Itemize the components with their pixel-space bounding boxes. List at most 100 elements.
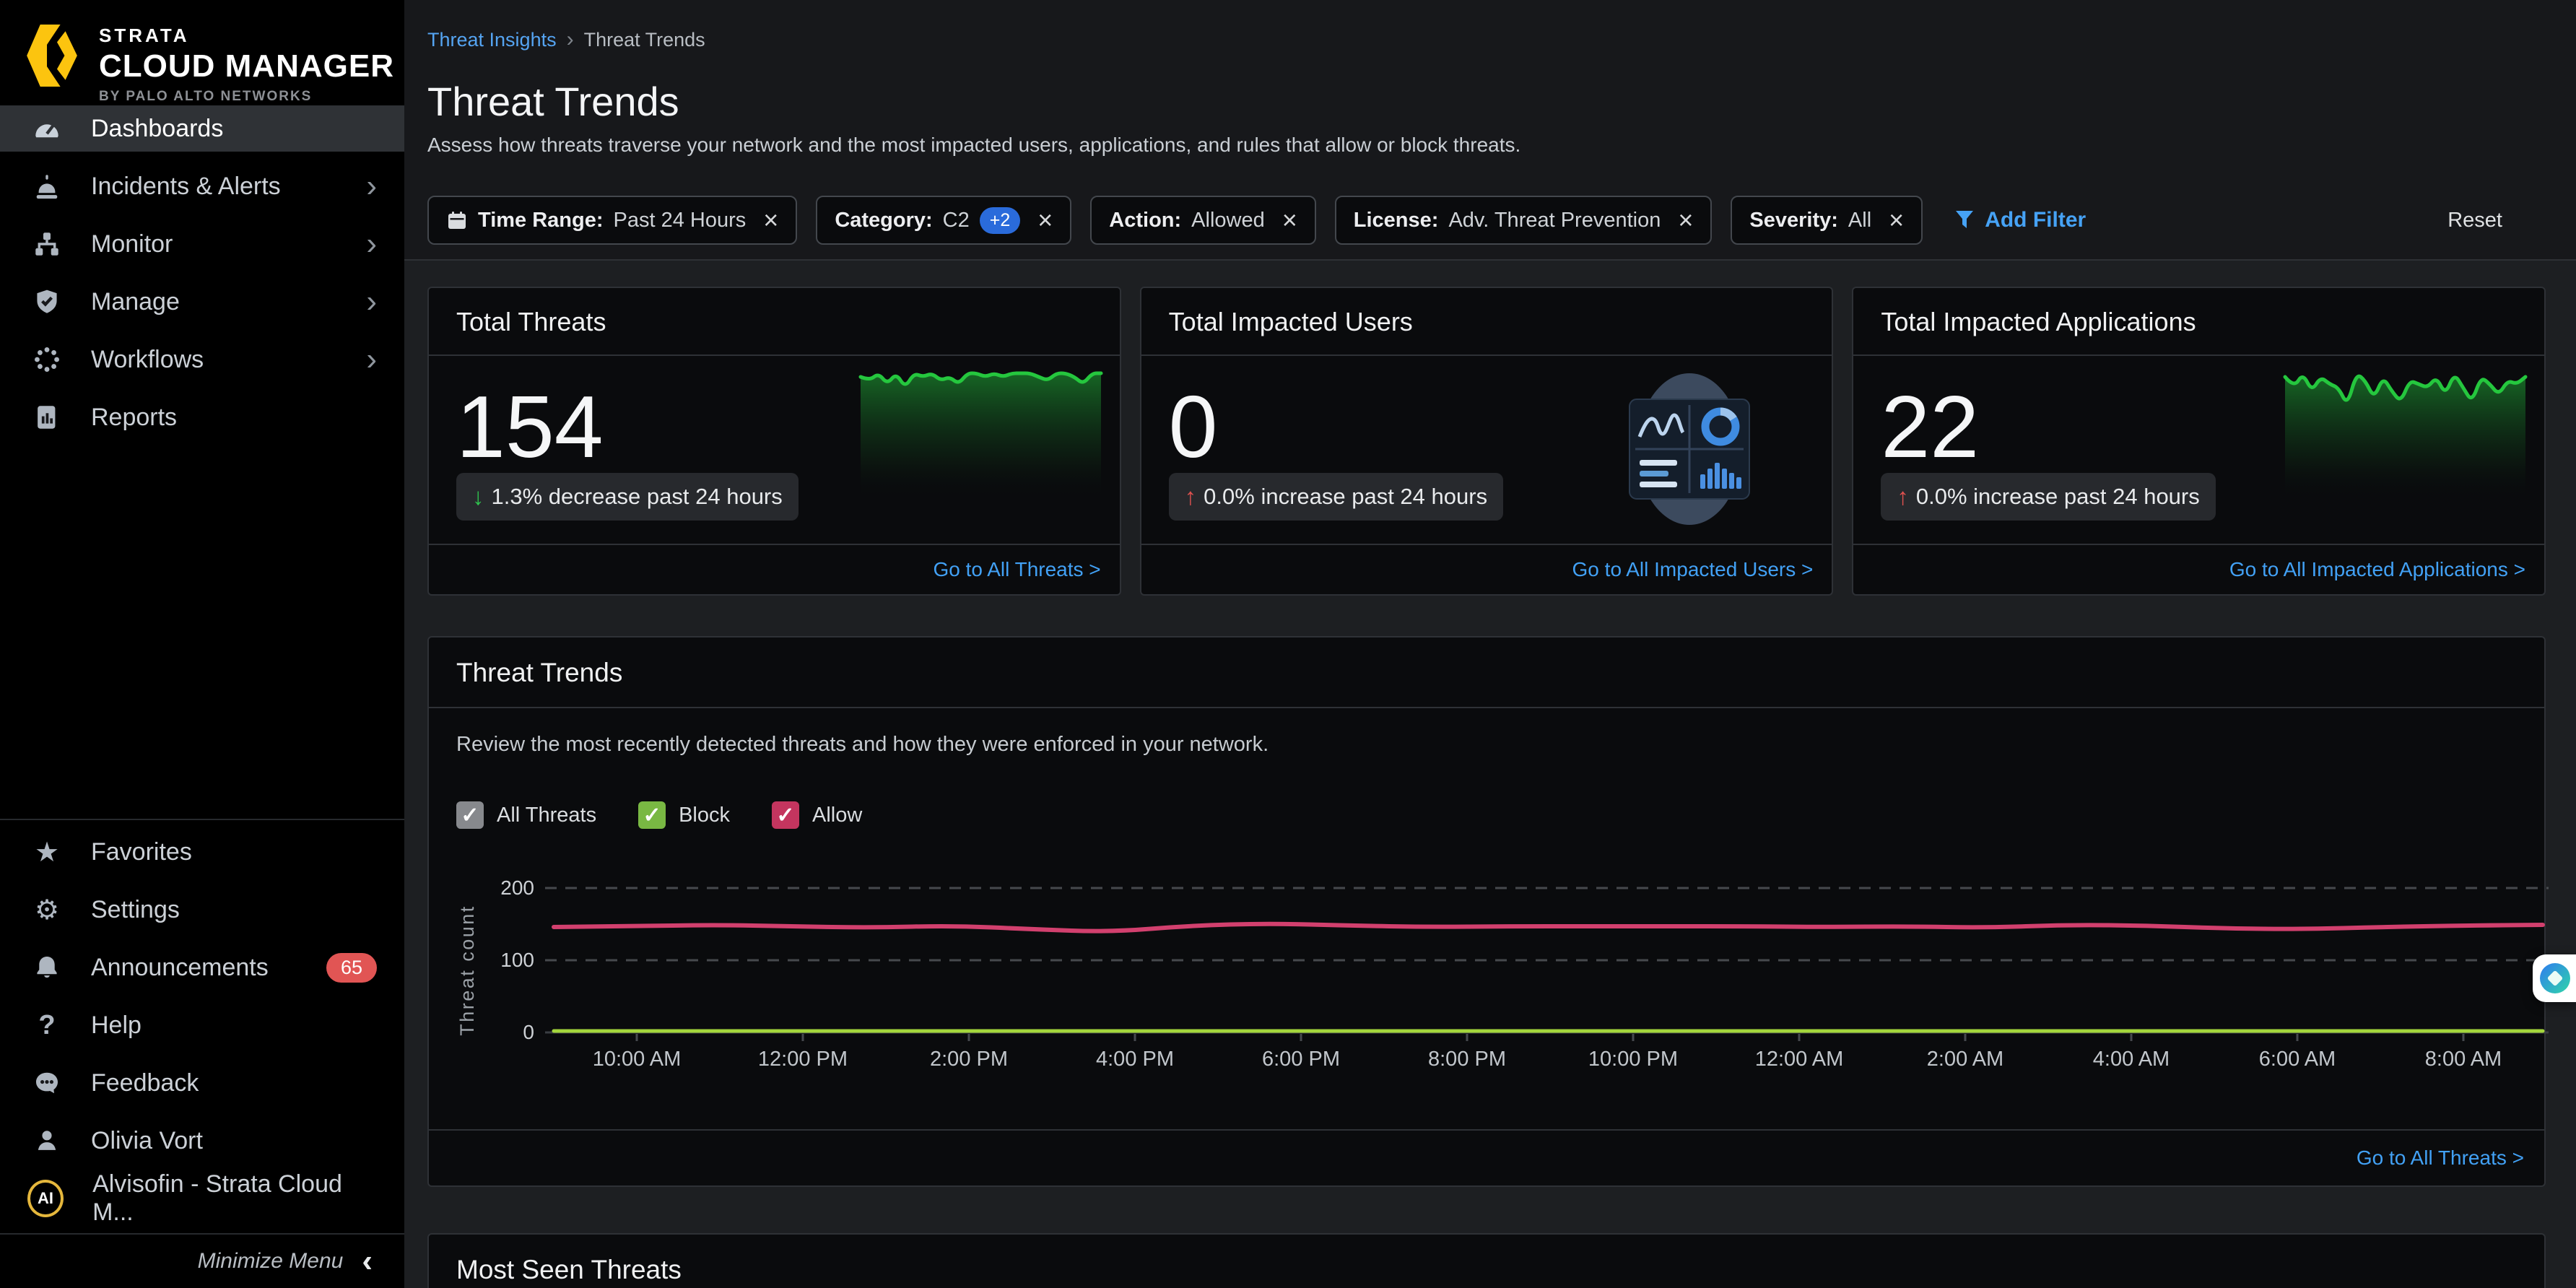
sidebar-item-label: Announcements bbox=[91, 954, 269, 982]
trend-chip: ↓ 1.3% decrease past 24 hours bbox=[456, 473, 799, 521]
sidebar-item-label: Favorites bbox=[91, 838, 192, 866]
svg-text:6:00 AM: 6:00 AM bbox=[2259, 1048, 2336, 1071]
filter-label: Time Range: bbox=[478, 209, 604, 232]
legend-checkbox-0[interactable]: ✓ bbox=[456, 801, 484, 829]
sidebar-item-announcements[interactable]: Announcements 65 bbox=[0, 944, 404, 991]
card-title: Total Threats bbox=[429, 288, 1120, 356]
filter-extra-count-badge: +2 bbox=[980, 207, 1021, 234]
go-to-all-threats-link[interactable]: Go to All Threats > bbox=[934, 558, 1101, 580]
sidebar-item-user[interactable]: Olivia Vort bbox=[0, 1118, 404, 1164]
svg-text:10:00 AM: 10:00 AM bbox=[593, 1048, 682, 1071]
sidebar-bottom: ★ Favorites ⚙ Settings Announcements 65 … bbox=[0, 819, 404, 1233]
remove-filter-icon[interactable]: × bbox=[1889, 207, 1904, 233]
card-body: 154 ↓ 1.3% decrease past 24 hours bbox=[429, 356, 1120, 544]
svg-text:4:00 AM: 4:00 AM bbox=[2093, 1048, 2170, 1071]
sidebar-item-label: Feedback bbox=[91, 1069, 199, 1097]
brand-text: STRATA CLOUD MANAGER BY PALO ALTO NETWOR… bbox=[99, 25, 394, 105]
sidebar-item-reports[interactable]: Reports bbox=[0, 394, 404, 440]
filter-chip-time-range[interactable]: Time Range: Past 24 Hours × bbox=[427, 196, 797, 245]
brand-sub: BY PALO ALTO NETWORKS bbox=[99, 89, 394, 105]
calendar-icon bbox=[446, 209, 468, 231]
svg-text:8:00 PM: 8:00 PM bbox=[1428, 1048, 1506, 1071]
card-footer: Go to All Impacted Users > bbox=[1141, 544, 1832, 594]
go-to-all-impacted-applications-link[interactable]: Go to All Impacted Applications > bbox=[2229, 558, 2525, 580]
sidebar-item-label: Dashboards bbox=[91, 115, 223, 143]
filter-chip-license[interactable]: License: Adv. Threat Prevention × bbox=[1335, 196, 1713, 245]
charts-empty-state-illustration bbox=[1614, 365, 1765, 534]
go-to-all-threats-link[interactable]: Go to All Threats > bbox=[2357, 1146, 2524, 1169]
sidebar-nav: Dashboards Incidents & Alerts › Monitor … bbox=[0, 105, 404, 452]
add-filter-label: Add Filter bbox=[1985, 208, 2086, 232]
card-footer: Go to All Threats > bbox=[429, 544, 1120, 594]
panel-title: Most Seen Threats bbox=[429, 1235, 2544, 1288]
trend-text: 0.0% increase past 24 hours bbox=[1204, 484, 1487, 510]
bell-icon bbox=[32, 952, 62, 983]
minimize-menu-button[interactable]: Minimize Menu ‹ bbox=[0, 1233, 404, 1288]
filter-chip-action[interactable]: Action: Allowed × bbox=[1090, 196, 1315, 245]
breadcrumb-parent-link[interactable]: Threat Insights bbox=[427, 29, 557, 51]
panel-description: Review the most recently detected threat… bbox=[456, 733, 2517, 757]
sidebar-item-workflows[interactable]: Workflows › bbox=[0, 336, 404, 383]
remove-filter-icon[interactable]: × bbox=[1678, 207, 1693, 233]
filter-value: Allowed bbox=[1191, 209, 1265, 232]
filter-value: All bbox=[1848, 209, 1871, 232]
chevron-right-icon: › bbox=[366, 286, 377, 318]
legend-item-allow[interactable]: ✓ Allow bbox=[772, 801, 862, 829]
most-seen-threats-panel: Most Seen Threats bbox=[427, 1233, 2546, 1288]
add-filter-button[interactable]: Add Filter bbox=[1954, 208, 2086, 232]
svg-text:6:00 PM: 6:00 PM bbox=[1262, 1048, 1340, 1071]
trend-arrow-1: ↑ bbox=[1185, 483, 1197, 510]
chevron-left-icon: ‹ bbox=[362, 1243, 373, 1279]
main-content: Threat Insights › Threat Trends Threat T… bbox=[404, 0, 2576, 1288]
filter-chip-severity[interactable]: Severity: All × bbox=[1731, 196, 1923, 245]
legend-label: All Threats bbox=[497, 804, 596, 827]
sidebar-item-tenant[interactable]: AI Alvisofin - Strata Cloud M... bbox=[0, 1175, 404, 1222]
sidebar-item-dashboards[interactable]: Dashboards bbox=[0, 105, 404, 152]
go-to-all-impacted-users-link[interactable]: Go to All Impacted Users > bbox=[1572, 558, 1814, 580]
chevron-right-icon: › bbox=[366, 228, 377, 260]
filter-chip-category[interactable]: Category: C2 +2 × bbox=[816, 196, 1071, 245]
hierarchy-icon bbox=[32, 229, 62, 259]
page-title: Threat Trends bbox=[427, 78, 2544, 125]
sidebar-item-label: Olivia Vort bbox=[91, 1127, 203, 1155]
remove-filter-icon[interactable]: × bbox=[1037, 207, 1053, 233]
chevron-right-icon: › bbox=[366, 170, 377, 202]
total-impacted-applications-card: Total Impacted Applications 22 ↑ bbox=[1852, 287, 2546, 596]
svg-text:Threat count: Threat count bbox=[456, 905, 478, 1036]
sidebar-item-favorites[interactable]: ★ Favorites bbox=[0, 829, 404, 875]
card-footer: Go to All Impacted Applications > bbox=[1853, 544, 2544, 594]
sidebar-item-label: Help bbox=[91, 1011, 142, 1040]
sidebar-item-feedback[interactable]: Feedback bbox=[0, 1060, 404, 1106]
trend-chip: ↑ 0.0% increase past 24 hours bbox=[1169, 473, 1503, 521]
legend-label: Block bbox=[679, 804, 730, 827]
sidebar: STRATA CLOUD MANAGER BY PALO ALTO NETWOR… bbox=[0, 0, 404, 1288]
tenant-avatar-initials: AI bbox=[38, 1189, 53, 1208]
filter-value: Adv. Threat Prevention bbox=[1448, 209, 1661, 232]
total-impacted-users-card: Total Impacted Users 0 bbox=[1140, 287, 1834, 596]
chevron-right-icon: › bbox=[366, 344, 377, 375]
filter-label: Severity: bbox=[1749, 209, 1838, 232]
question-icon: ? bbox=[32, 1010, 62, 1040]
sidebar-item-settings[interactable]: ⚙ Settings bbox=[0, 887, 404, 933]
report-icon bbox=[32, 402, 62, 432]
legend-checkbox-1[interactable]: ✓ bbox=[638, 801, 666, 829]
remove-filter-icon[interactable]: × bbox=[763, 207, 778, 233]
sidebar-item-label: Monitor bbox=[91, 230, 173, 258]
sidebar-item-manage[interactable]: Manage › bbox=[0, 279, 404, 325]
legend-item-all-threats[interactable]: ✓ All Threats bbox=[456, 801, 596, 829]
brand-logo[interactable]: STRATA CLOUD MANAGER BY PALO ALTO NETWOR… bbox=[0, 0, 404, 105]
legend-checkbox-2[interactable]: ✓ bbox=[772, 801, 799, 829]
sidebar-item-help[interactable]: ? Help bbox=[0, 1002, 404, 1048]
filter-label: License: bbox=[1354, 209, 1439, 232]
sidebar-item-incidents-alerts[interactable]: Incidents & Alerts › bbox=[0, 163, 404, 209]
svg-text:2:00 AM: 2:00 AM bbox=[1927, 1048, 2003, 1071]
total-threats-value: 154 bbox=[456, 376, 604, 477]
remove-filter-icon[interactable]: × bbox=[1282, 207, 1297, 233]
legend-item-block[interactable]: ✓ Block bbox=[638, 801, 730, 829]
panel-body: Review the most recently detected threat… bbox=[429, 708, 2544, 1129]
ai-assistant-launcher-button[interactable] bbox=[2533, 954, 2576, 1002]
sidebar-item-label: Settings bbox=[91, 896, 180, 924]
sidebar-item-label: Reports bbox=[91, 404, 177, 432]
sidebar-item-monitor[interactable]: Monitor › bbox=[0, 221, 404, 267]
reset-filters-button[interactable]: Reset bbox=[2447, 209, 2502, 232]
